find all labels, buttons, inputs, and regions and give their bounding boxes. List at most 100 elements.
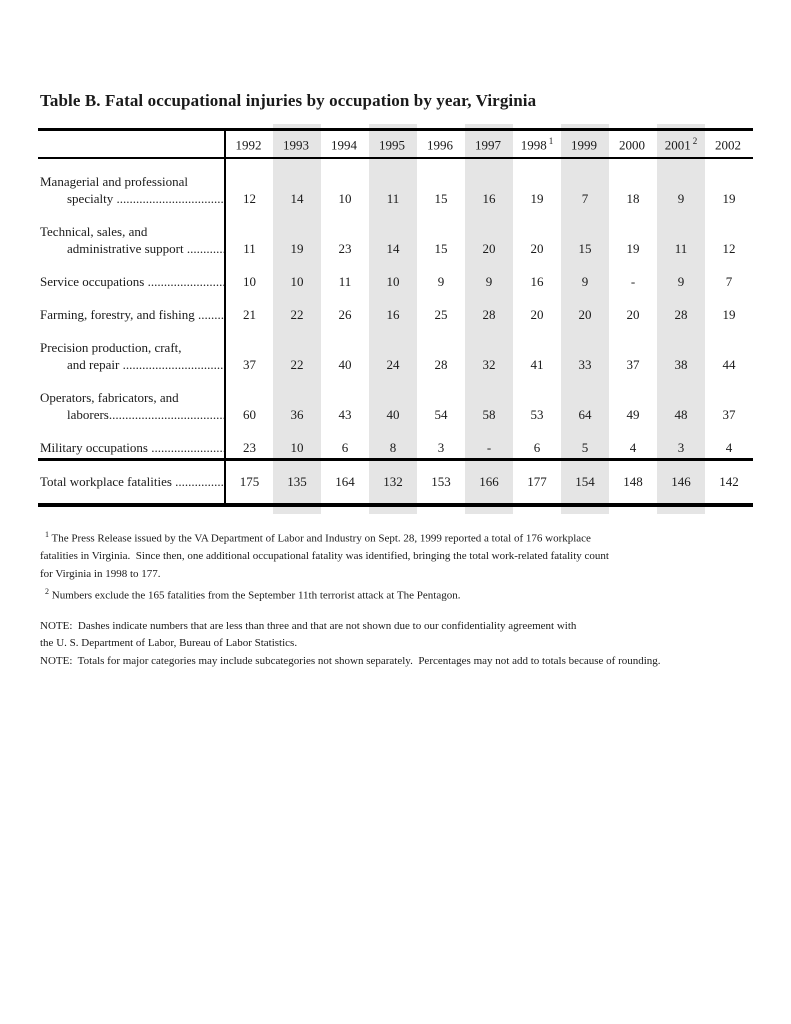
footnote-2: 2 Numbers exclude the 165 fatalities fro… xyxy=(40,583,750,605)
row-label: Farming, forestry, and fishing .........… xyxy=(38,292,226,326)
cell: 19 xyxy=(722,307,736,323)
year-header-1999: 1999 xyxy=(561,129,609,160)
cell: 43 xyxy=(338,407,352,423)
cell: 16 xyxy=(482,191,496,207)
cell: 33 xyxy=(578,357,592,373)
total-cell: 153 xyxy=(417,458,465,506)
cell: 20 xyxy=(530,307,544,323)
total-cell: 175 xyxy=(225,458,273,506)
cell: 10 xyxy=(290,440,304,456)
cell: 19 xyxy=(626,241,640,257)
footnote-text: Numbers exclude the 165 fatalities from … xyxy=(49,590,461,603)
cell: 6 xyxy=(341,440,349,456)
total-cell: 146 xyxy=(657,458,705,506)
footnote-marker: 1 xyxy=(548,136,554,146)
header-row: 1992 1993 1994 1995 1996 1997 1998 1 1999… xyxy=(38,129,753,160)
cell: 12 xyxy=(722,241,736,257)
cell: 28 xyxy=(434,357,448,373)
row-label-line: administrative support .................… xyxy=(67,241,224,257)
year-label: 1997 xyxy=(475,137,501,153)
stub-header xyxy=(38,129,226,160)
cell: 18 xyxy=(626,191,640,207)
cell: 9 xyxy=(437,274,445,290)
row-label: Managerial and professional specialty ..… xyxy=(38,158,226,210)
cell: 15 xyxy=(434,191,448,207)
cell: 11 xyxy=(674,241,688,257)
year-label: 2000 xyxy=(619,137,645,153)
total-cell: 166 xyxy=(465,458,513,506)
page-title: Table B. Fatal occupational injuries by … xyxy=(40,91,537,110)
cell: 22 xyxy=(290,357,304,373)
row-label: Military occupations ...................… xyxy=(38,425,226,460)
cell: 7 xyxy=(581,191,589,207)
cell: 28 xyxy=(482,307,496,323)
cell: 11 xyxy=(338,274,352,290)
note-confidentiality: NOTE: Dashes indicate numbers that are l… xyxy=(40,619,577,650)
year-header-1996: 1996 xyxy=(417,129,465,160)
cell: 28 xyxy=(674,307,688,323)
cell: 37 xyxy=(626,357,640,373)
cell: 9 xyxy=(485,274,493,290)
cell: 16 xyxy=(530,274,544,290)
table-row-technical: Technical, sales, and administrative sup… xyxy=(38,209,753,260)
year-label: 2001 xyxy=(664,137,691,153)
table-row-military: Military occupations ...................… xyxy=(38,425,753,460)
row-label-line: Military occupations ...................… xyxy=(40,440,224,456)
cell: 37 xyxy=(243,357,256,373)
cell: 8 xyxy=(389,440,397,456)
footnote-text: The Press Release issued by the VA Depar… xyxy=(40,532,609,580)
cell: 4 xyxy=(629,440,637,456)
year-header-1995: 1995 xyxy=(369,129,417,160)
cell: 10 xyxy=(243,274,256,290)
table-row-precision: Precision production, craft, and repair … xyxy=(38,325,753,376)
year-label: 1995 xyxy=(379,137,405,153)
cell: - xyxy=(486,440,492,456)
cell: 6 xyxy=(533,440,541,456)
cell: 20 xyxy=(482,241,496,257)
fatalities-table: 1992 1993 1994 1995 1996 1997 1998 1 1999… xyxy=(38,128,753,508)
row-label-line: specialty ..............................… xyxy=(67,191,224,207)
cell: 64 xyxy=(578,407,592,423)
column-shading-2001 xyxy=(657,124,705,515)
year-header-1994: 1994 xyxy=(321,129,369,160)
cell: 22 xyxy=(290,307,304,323)
cell: 36 xyxy=(290,407,304,423)
notes-block: NOTE: Dashes indicate numbers that are l… xyxy=(38,618,752,671)
table-wrapper: 1992 1993 1994 1995 1996 1997 1998 1 1999… xyxy=(38,124,753,515)
year-header-1993: 1993 xyxy=(273,129,321,160)
cell: 5 xyxy=(581,440,589,456)
year-label: 1999 xyxy=(571,137,597,153)
column-shading-1997 xyxy=(465,124,513,515)
cell: 3 xyxy=(437,440,445,456)
row-label: Technical, sales, and administrative sup… xyxy=(38,209,226,260)
cell: 20 xyxy=(530,241,544,257)
cell: 58 xyxy=(482,407,496,423)
row-label-line: Precision production, craft, xyxy=(40,340,182,356)
table-row-managerial: Managerial and professional specialty ..… xyxy=(38,158,753,210)
year-label: 1994 xyxy=(331,137,357,153)
cell: 15 xyxy=(434,241,448,257)
cell: 48 xyxy=(674,407,688,423)
year-header-1992: 1992 xyxy=(225,129,273,160)
year-label: 1993 xyxy=(283,137,309,153)
cell: 9 xyxy=(581,274,589,290)
total-row: Total workplace fatalities .............… xyxy=(38,458,753,506)
row-label-line: and repair .............................… xyxy=(67,357,224,373)
total-cell: 154 xyxy=(561,458,609,506)
column-shading-1993 xyxy=(273,124,321,515)
cell: 37 xyxy=(722,407,736,423)
cell: 7 xyxy=(725,274,733,290)
cell: 19 xyxy=(290,241,304,257)
year-label: 1998 xyxy=(520,137,547,153)
row-label-line: Service occupations ....................… xyxy=(40,274,224,290)
cell: 60 xyxy=(243,407,256,423)
cell: 49 xyxy=(626,407,640,423)
cell: 20 xyxy=(626,307,640,323)
cell: 32 xyxy=(482,357,496,373)
row-label-line: Managerial and professional xyxy=(40,174,189,190)
total-cell: 148 xyxy=(609,458,657,506)
cell: 40 xyxy=(338,357,352,373)
cell: 12 xyxy=(243,191,256,207)
cell: 53 xyxy=(530,407,544,423)
